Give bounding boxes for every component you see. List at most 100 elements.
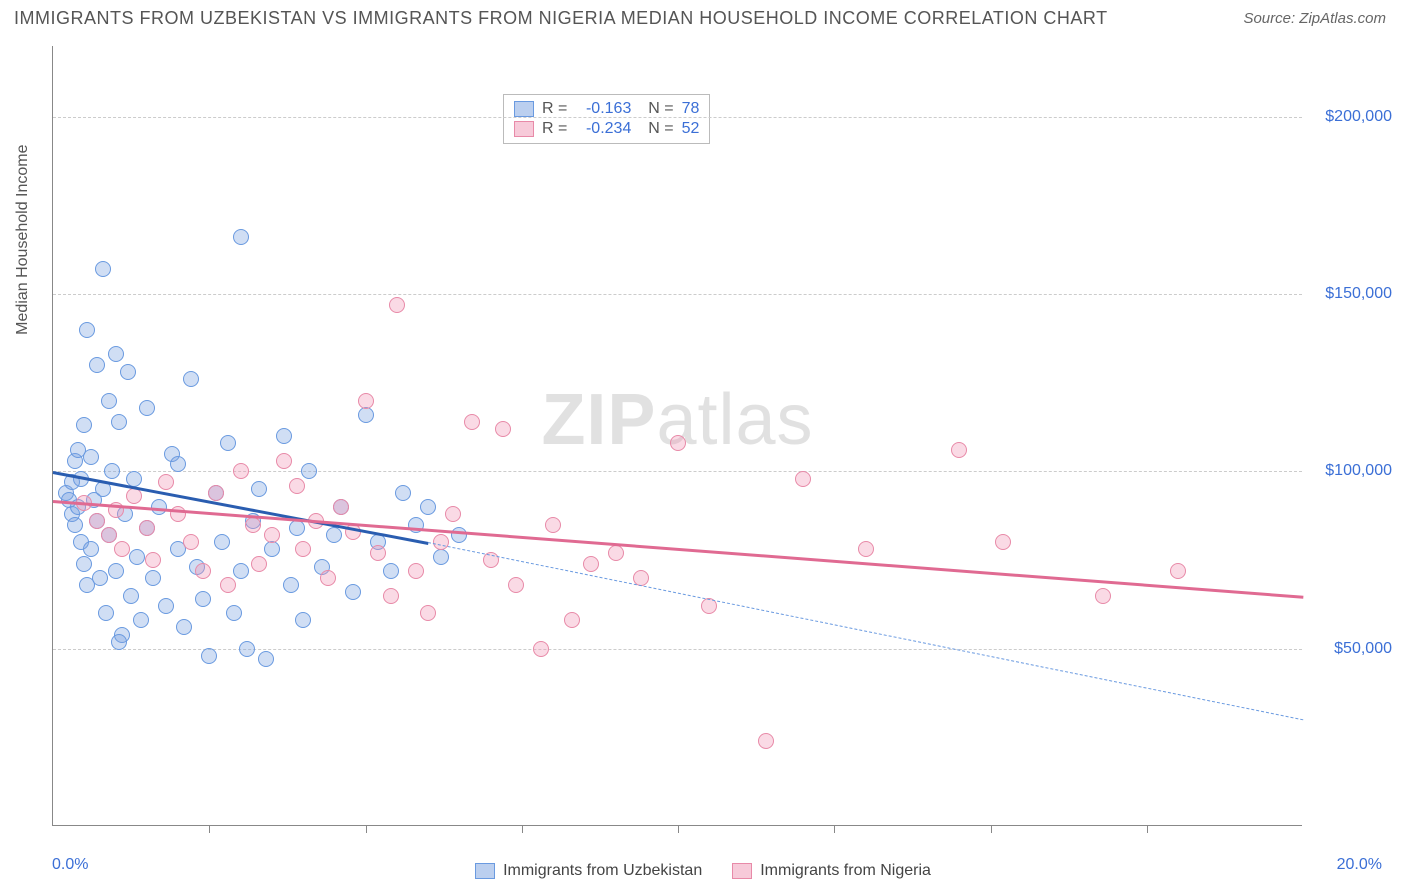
data-point xyxy=(389,297,405,313)
y-axis-label: Median Household Income xyxy=(14,144,32,334)
x-tick xyxy=(522,825,523,833)
data-point xyxy=(233,463,249,479)
data-point xyxy=(208,485,224,501)
trend-line xyxy=(53,500,1303,598)
data-point xyxy=(220,435,236,451)
data-point xyxy=(111,414,127,430)
x-tick xyxy=(366,825,367,833)
data-point xyxy=(858,541,874,557)
data-point xyxy=(123,588,139,604)
data-point xyxy=(220,577,236,593)
data-point xyxy=(301,463,317,479)
data-point xyxy=(114,541,130,557)
data-point xyxy=(1170,563,1186,579)
gridline xyxy=(53,294,1302,295)
data-point xyxy=(201,648,217,664)
data-point xyxy=(133,612,149,628)
data-point xyxy=(195,563,211,579)
data-point xyxy=(295,612,311,628)
data-point xyxy=(345,584,361,600)
data-point xyxy=(111,634,127,650)
n-value-uzbekistan: 78 xyxy=(682,100,700,118)
data-point xyxy=(139,520,155,536)
x-tick xyxy=(991,825,992,833)
data-point xyxy=(170,456,186,472)
x-tick xyxy=(678,825,679,833)
data-point xyxy=(408,563,424,579)
y-tick-label: $50,000 xyxy=(1312,640,1392,658)
data-point xyxy=(289,478,305,494)
data-point xyxy=(101,527,117,543)
x-tick xyxy=(1147,825,1148,833)
legend-swatch-nigeria xyxy=(514,121,534,137)
data-point xyxy=(564,612,580,628)
data-point xyxy=(326,527,342,543)
data-point xyxy=(545,517,561,533)
data-point xyxy=(383,588,399,604)
data-point xyxy=(251,556,267,572)
data-point xyxy=(79,322,95,338)
data-point xyxy=(383,563,399,579)
data-point xyxy=(445,506,461,522)
data-point xyxy=(98,605,114,621)
data-point xyxy=(145,570,161,586)
data-point xyxy=(420,499,436,515)
y-tick-label: $100,000 xyxy=(1312,462,1392,480)
chart-header: IMMIGRANTS FROM UZBEKISTAN VS IMMIGRANTS… xyxy=(0,0,1406,33)
data-point xyxy=(420,605,436,621)
legend-item-nigeria: Immigrants from Nigeria xyxy=(732,862,931,880)
data-point xyxy=(120,364,136,380)
data-point xyxy=(126,471,142,487)
data-point xyxy=(276,453,292,469)
x-tick xyxy=(209,825,210,833)
data-point xyxy=(264,527,280,543)
data-point xyxy=(158,598,174,614)
legend-label: Immigrants from Nigeria xyxy=(760,862,931,880)
legend-row-nigeria: R = -0.234 N = 52 xyxy=(514,119,699,139)
data-point xyxy=(995,534,1011,550)
data-point xyxy=(758,733,774,749)
r-value-uzbekistan: -0.163 xyxy=(575,100,631,118)
data-point xyxy=(195,591,211,607)
data-point xyxy=(139,400,155,416)
data-point xyxy=(233,229,249,245)
data-point xyxy=(370,545,386,561)
data-point xyxy=(583,556,599,572)
legend-swatch-icon xyxy=(732,863,752,879)
data-point xyxy=(264,541,280,557)
data-point xyxy=(126,488,142,504)
data-point xyxy=(670,435,686,451)
correlation-legend: R = -0.163 N = 78 R = -0.234 N = 52 xyxy=(503,94,710,144)
data-point xyxy=(104,463,120,479)
data-point xyxy=(101,393,117,409)
data-point xyxy=(320,570,336,586)
data-point xyxy=(233,563,249,579)
data-point xyxy=(508,577,524,593)
data-point xyxy=(289,520,305,536)
data-point xyxy=(76,417,92,433)
series-legend: Immigrants from Uzbekistan Immigrants fr… xyxy=(0,862,1406,880)
data-point xyxy=(358,407,374,423)
data-point xyxy=(333,499,349,515)
data-point xyxy=(108,346,124,362)
data-point xyxy=(608,545,624,561)
data-point xyxy=(358,393,374,409)
data-point xyxy=(108,563,124,579)
data-point xyxy=(92,570,108,586)
data-point xyxy=(295,541,311,557)
data-point xyxy=(83,541,99,557)
data-point xyxy=(183,371,199,387)
data-point xyxy=(258,651,274,667)
data-point xyxy=(176,619,192,635)
legend-label: Immigrants from Uzbekistan xyxy=(503,862,702,880)
r-value-nigeria: -0.234 xyxy=(575,120,631,138)
data-point xyxy=(158,474,174,490)
gridline xyxy=(53,117,1302,118)
data-point xyxy=(433,549,449,565)
y-tick-label: $150,000 xyxy=(1312,285,1392,303)
data-point xyxy=(239,641,255,657)
n-value-nigeria: 52 xyxy=(682,120,700,138)
legend-swatch-uzbekistan xyxy=(514,101,534,117)
y-tick-label: $200,000 xyxy=(1312,108,1392,126)
data-point xyxy=(67,517,83,533)
